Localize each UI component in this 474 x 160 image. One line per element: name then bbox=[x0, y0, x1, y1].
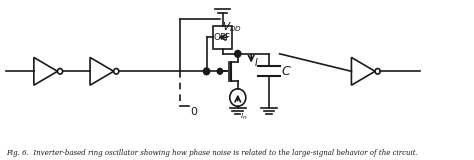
Text: $i_n$: $i_n$ bbox=[239, 109, 247, 122]
Text: Fig. 6.  Inverter-based ring oscillator showing how phase noise is related to th: Fig. 6. Inverter-based ring oscillator s… bbox=[6, 149, 418, 157]
Text: $V_{DD}$: $V_{DD}$ bbox=[222, 20, 242, 34]
Text: $C$: $C$ bbox=[282, 65, 292, 78]
Circle shape bbox=[203, 68, 210, 75]
Text: OFF: OFF bbox=[214, 33, 231, 42]
Text: $I$: $I$ bbox=[254, 56, 258, 68]
Circle shape bbox=[235, 50, 241, 57]
Circle shape bbox=[217, 68, 223, 74]
Text: 0: 0 bbox=[191, 107, 198, 117]
